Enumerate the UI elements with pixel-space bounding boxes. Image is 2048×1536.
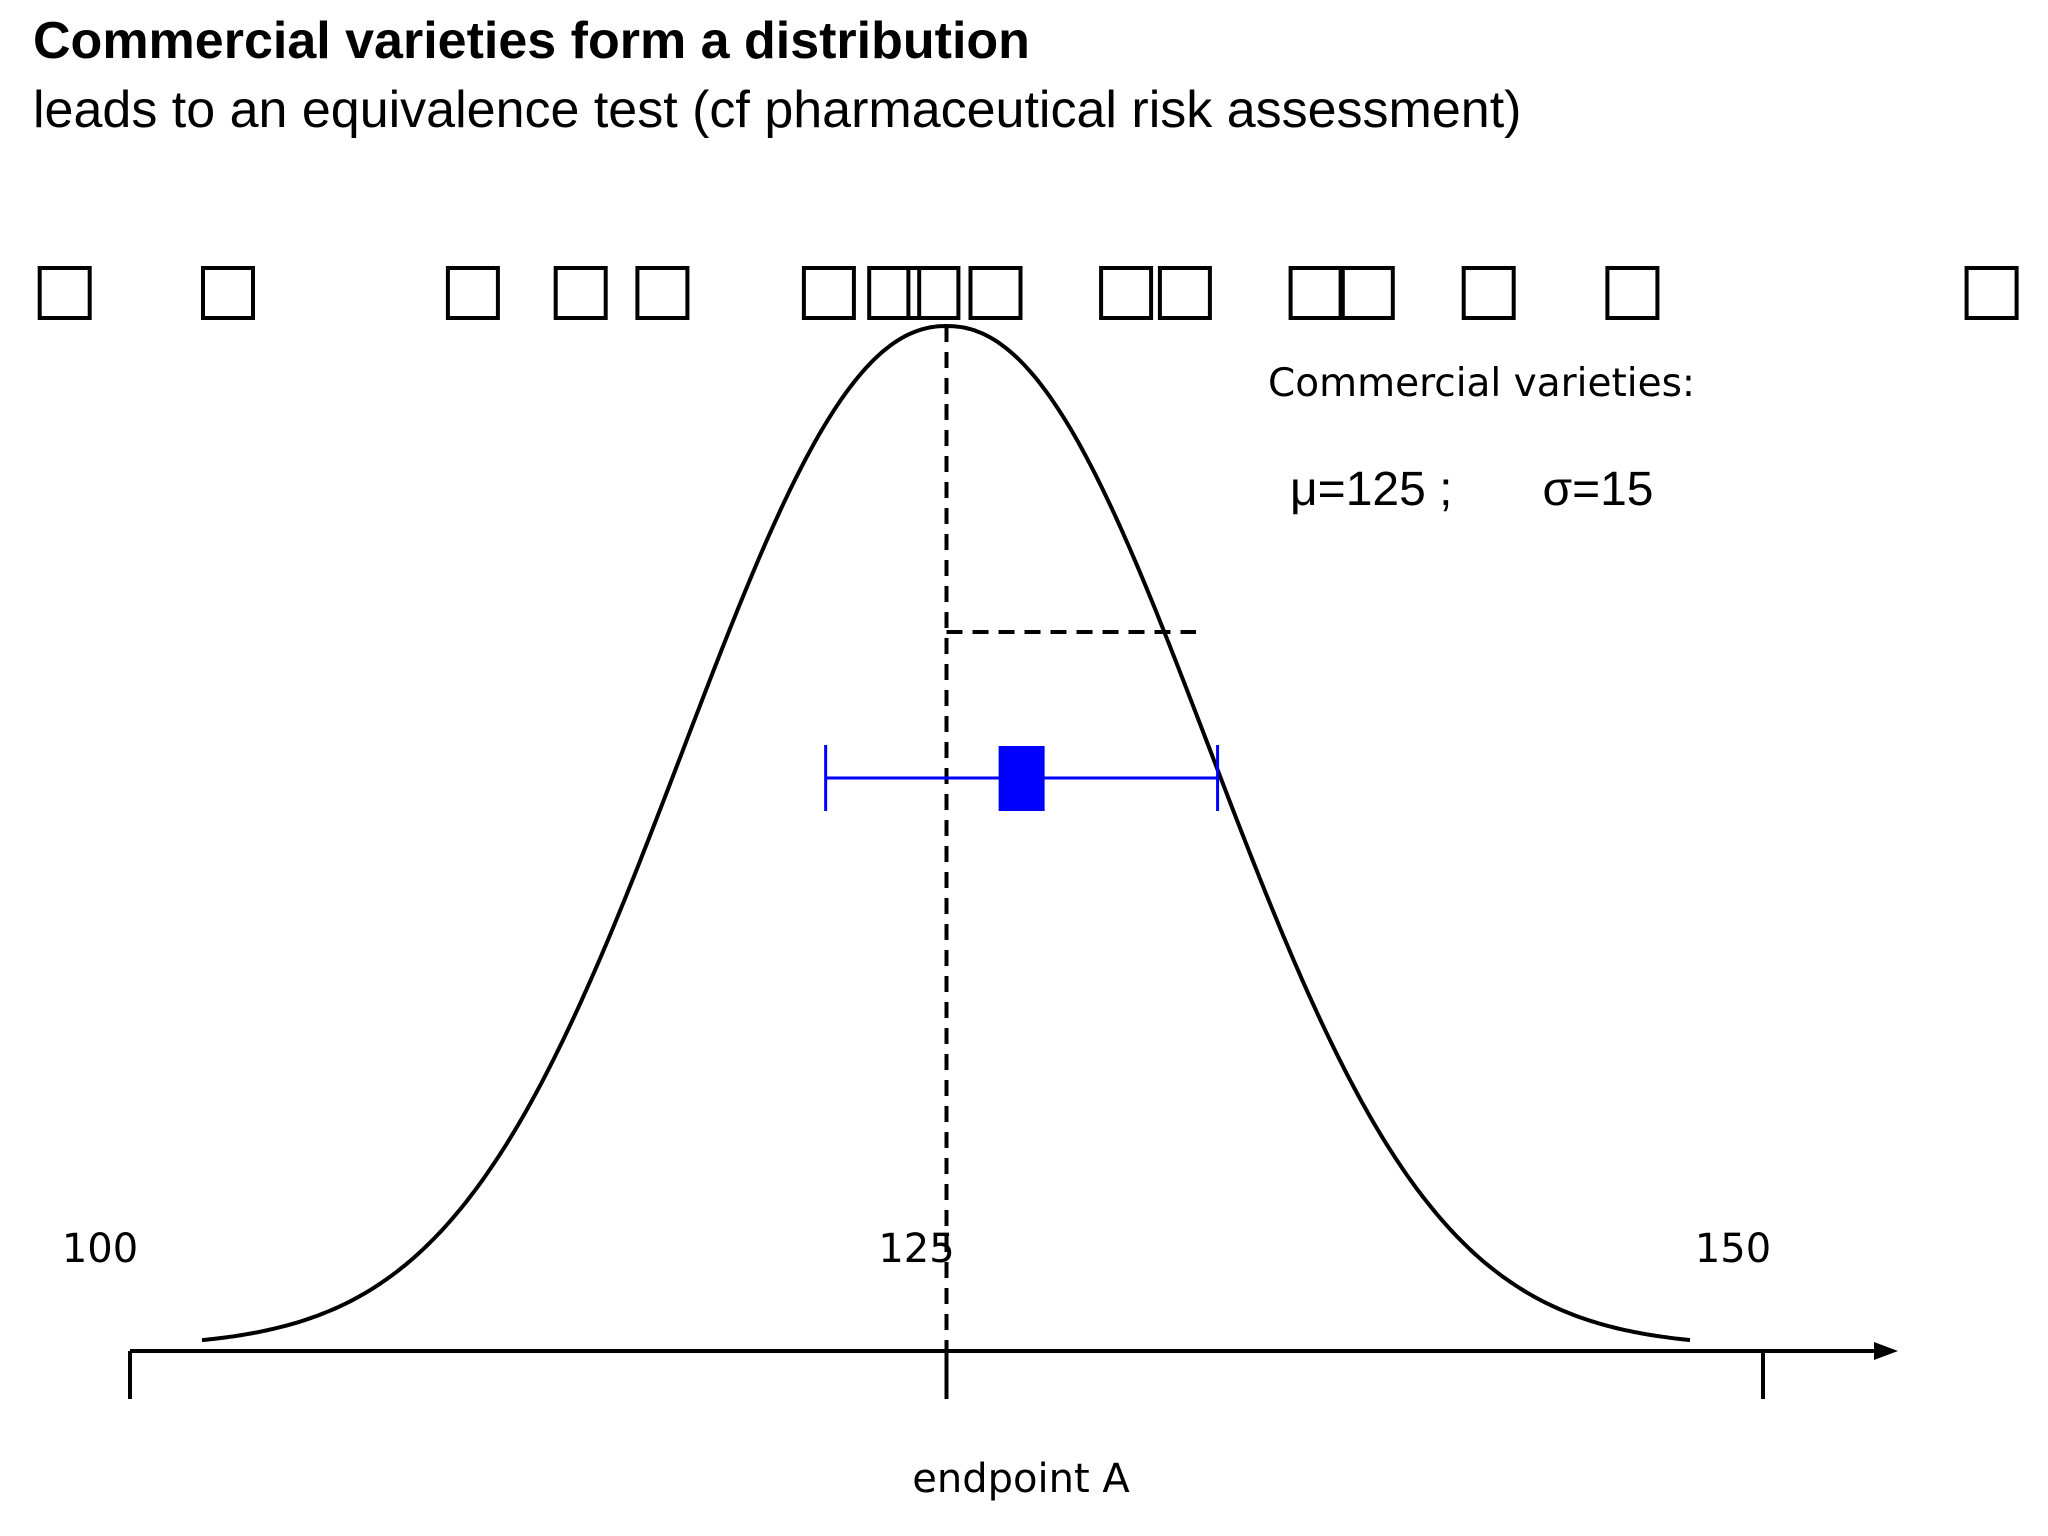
legend-mu: μ=125 ; xyxy=(1290,463,1453,516)
test-variety-interval xyxy=(824,745,1220,811)
x-axis-tick-label: 125 xyxy=(878,1226,954,1272)
legend-heading: Commercial varieties: xyxy=(1268,361,1696,406)
test-variety-estimate-marker xyxy=(998,746,1045,811)
commercial-variety-marker xyxy=(867,266,922,320)
commercial-variety-marker xyxy=(968,266,1023,320)
commercial-variety-marker xyxy=(1157,266,1212,320)
commercial-variety-marker xyxy=(1461,266,1516,320)
commercial-variety-marker xyxy=(1288,266,1343,320)
page-subtitle: leads to an equivalence test (cf pharmac… xyxy=(33,81,1522,139)
x-axis-ticks: 100 125 150 xyxy=(62,1226,1771,1399)
commercial-variety-marker xyxy=(37,266,92,320)
legend-sigma: σ=15 xyxy=(1542,463,1654,516)
commercial-variety-marker xyxy=(635,266,690,320)
x-axis: 100 125 150 endpoint A xyxy=(62,1226,1898,1502)
commercial-variety-marker xyxy=(201,266,255,320)
x-axis-tick-label: 150 xyxy=(1695,1226,1771,1272)
commercial-variety-marker xyxy=(1605,266,1660,320)
commercial-variety-marker xyxy=(1964,266,2019,320)
legend-parameters: μ=125 ; σ=15 xyxy=(1290,462,1654,518)
commercial-variety-marker xyxy=(553,266,608,320)
page-title: Commercial varieties form a distribution xyxy=(33,12,1030,70)
commercial-variety-marker xyxy=(906,266,961,320)
x-axis-arrowhead xyxy=(1874,1342,1898,1360)
commercial-variety-marker xyxy=(801,266,856,320)
x-axis-tick-label: 100 xyxy=(62,1226,138,1272)
commercial-variety-marker xyxy=(445,266,500,320)
commercial-variety-marker xyxy=(1340,266,1395,320)
x-axis-label: endpoint A xyxy=(912,1456,1130,1502)
commercial-variety-marker xyxy=(1099,266,1154,320)
commercial-varieties-group xyxy=(37,266,2019,320)
